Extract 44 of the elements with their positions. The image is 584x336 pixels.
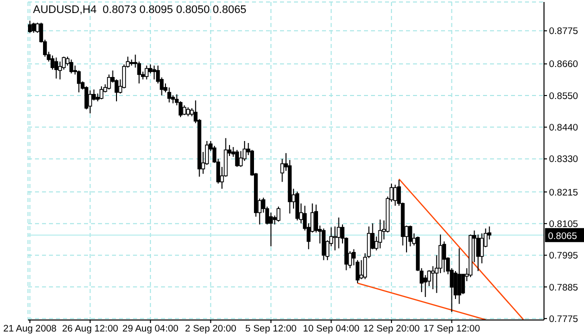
candlestick bbox=[84, 86, 88, 110]
y-tick-label: 0.8330 bbox=[549, 154, 578, 166]
candlestick bbox=[378, 219, 382, 249]
y-tick-label: 0.8775 bbox=[549, 26, 578, 38]
x-tick-label: 17 Sep 12:00 bbox=[423, 324, 480, 335]
x-tick-label: 5 Sep 12:00 bbox=[245, 324, 297, 335]
y-tick-label: 0.8105 bbox=[549, 218, 578, 230]
chart-title: AUDUSD,H4 0.8073 0.8095 0.8050 0.8065 bbox=[33, 4, 246, 16]
candlestick bbox=[393, 184, 398, 206]
candlestick bbox=[235, 149, 239, 168]
candlestick bbox=[88, 90, 92, 114]
y-tick-label: 0.7885 bbox=[549, 282, 578, 294]
candlestick bbox=[333, 226, 337, 251]
candlestick bbox=[69, 59, 74, 74]
ref-line-label: 0.8065 bbox=[548, 231, 578, 242]
candlestick bbox=[54, 57, 58, 80]
candlestick bbox=[182, 104, 186, 116]
candlestick bbox=[480, 232, 484, 264]
candlestick bbox=[32, 22, 36, 34]
y-tick-label: 0.7995 bbox=[549, 250, 578, 262]
y-tick-label: 0.8215 bbox=[549, 187, 578, 198]
candlestick bbox=[336, 217, 341, 249]
x-tick-label: 21 Aug 2008 bbox=[3, 324, 57, 335]
x-tick-label: 29 Aug 04:00 bbox=[122, 324, 178, 335]
y-tick-label: 0.8660 bbox=[549, 59, 578, 70]
y-tick-label: 0.8440 bbox=[549, 122, 578, 134]
y-tick-label: 0.7775 bbox=[549, 314, 578, 325]
candlestick bbox=[76, 70, 81, 93]
candlestick bbox=[430, 266, 435, 290]
x-tick-label: 2 Sep 20:00 bbox=[185, 324, 236, 335]
x-tick-label: 26 Aug 12:00 bbox=[62, 324, 118, 335]
candlestick bbox=[107, 74, 111, 90]
candlestick bbox=[476, 234, 480, 272]
candlestick bbox=[28, 20, 32, 34]
candlestick bbox=[144, 65, 149, 80]
x-tick-label: 12 Sep 20:00 bbox=[363, 324, 420, 335]
candlestick bbox=[276, 206, 280, 222]
candlestick bbox=[152, 65, 156, 80]
candlestick bbox=[457, 248, 462, 304]
candlestick bbox=[167, 86, 172, 103]
y-tick-label: 0.8550 bbox=[549, 90, 578, 102]
candlestick bbox=[269, 212, 273, 247]
x-tick-label: 10 Sep 04:00 bbox=[302, 324, 360, 335]
candlestick bbox=[100, 86, 104, 100]
